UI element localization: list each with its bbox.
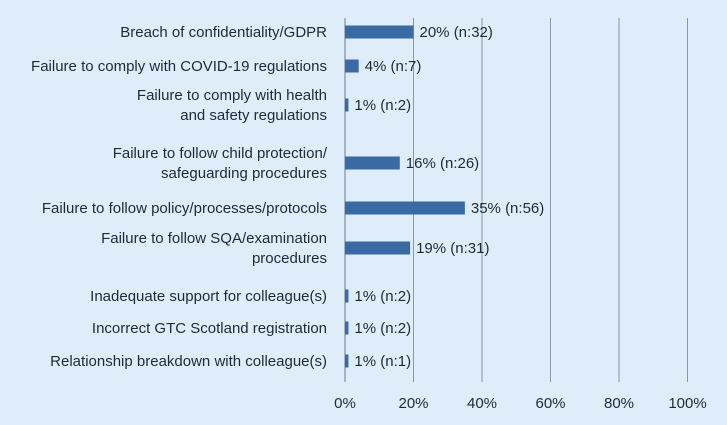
category-label-line: safeguarding procedures — [161, 165, 327, 182]
category-label-line: Failure to comply with COVID-19 regulati… — [31, 58, 327, 75]
category-label: Failure to follow policy/processes/proto… — [42, 200, 327, 217]
bar — [345, 98, 349, 112]
data-label: 1% (n:2) — [354, 320, 411, 337]
bar — [345, 321, 349, 335]
category-label: Failure to comply with COVID-19 regulati… — [31, 58, 327, 75]
x-tick-label: 80% — [604, 395, 634, 412]
category-label-line: Failure to follow SQA/examination — [101, 230, 327, 247]
bar — [345, 354, 349, 368]
category-label: Inadequate support for colleague(s) — [90, 288, 327, 305]
x-tick-label: 40% — [467, 395, 497, 412]
data-label: 1% (n:1) — [354, 353, 411, 370]
category-label-line: Failure to comply with health — [137, 87, 327, 104]
data-label: 4% (n:7) — [365, 58, 422, 75]
category-label-line: Failure to follow policy/processes/proto… — [42, 200, 327, 217]
category-label-line: Inadequate support for colleague(s) — [90, 288, 327, 305]
data-label: 20% (n:32) — [420, 24, 493, 41]
category-label: Failure to follow child protection/safeg… — [113, 145, 328, 182]
category-label-line: Breach of confidentiality/GDPR — [120, 24, 327, 41]
bar — [345, 201, 465, 215]
bar — [345, 289, 349, 303]
bar — [345, 25, 414, 39]
category-label-line: procedures — [252, 250, 327, 267]
category-label-line: Relationship breakdown with colleague(s) — [50, 353, 327, 370]
category-label: Incorrect GTC Scotland registration — [92, 320, 327, 337]
x-tick-label: 60% — [535, 395, 565, 412]
x-tick-label: 20% — [398, 395, 428, 412]
data-label: 1% (n:2) — [354, 288, 411, 305]
category-label: Breach of confidentiality/GDPR — [120, 24, 327, 41]
x-tick-label: 100% — [668, 395, 706, 412]
data-label: 1% (n:2) — [354, 97, 411, 114]
category-label-line: Failure to follow child protection/ — [113, 145, 328, 162]
category-label: Relationship breakdown with colleague(s) — [50, 353, 327, 370]
x-tick-label: 0% — [334, 395, 356, 412]
data-label: 35% (n:56) — [471, 200, 544, 217]
bar — [345, 156, 400, 170]
data-label: 19% (n:31) — [416, 240, 489, 257]
bar — [345, 241, 411, 255]
category-label-line: and safety regulations — [180, 107, 327, 124]
category-label: Failure to comply with health and safety … — [137, 87, 327, 124]
data-label: 16% (n:26) — [406, 155, 479, 172]
category-label-line: Incorrect GTC Scotland registration — [92, 320, 327, 337]
bar — [345, 59, 359, 73]
category-label: Failure to follow SQA/examination procedu… — [101, 230, 327, 267]
